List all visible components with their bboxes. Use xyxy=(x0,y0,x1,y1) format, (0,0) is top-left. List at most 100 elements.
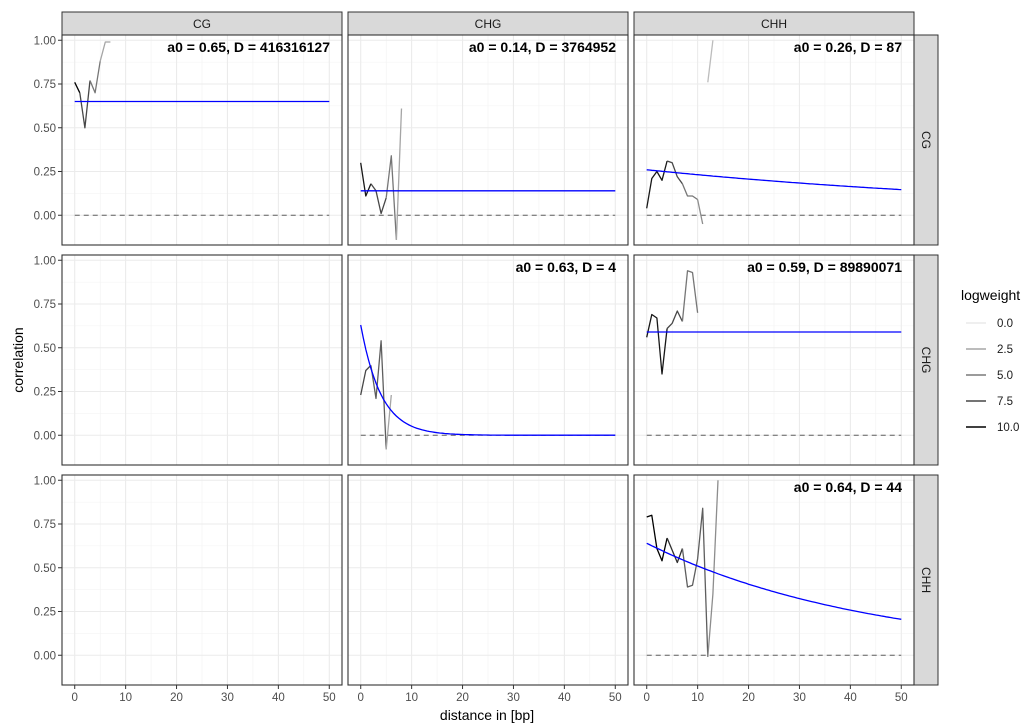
row-strip-cg xyxy=(913,34,939,246)
fit-curve xyxy=(360,324,616,436)
y-axis-title: correlation xyxy=(10,327,26,392)
panel-cg-chh: a0 = 0.26, D = 87 xyxy=(633,34,915,246)
panel-chg-chg: a0 = 0.63, D = 4 xyxy=(347,254,629,466)
panel-border xyxy=(61,34,343,246)
panel-chh-chh: a0 = 0.64, D = 44 xyxy=(633,474,915,686)
y-axis: 0.00 0.25 0.50 0.75 1.00 0.00 0.25 0.50 0.75 1.00… xyxy=(34,35,62,662)
y-tick-label: 0.50 xyxy=(34,343,56,355)
correlation-series-line xyxy=(707,40,714,83)
panel-border xyxy=(633,474,915,686)
x-tick-label: 30 xyxy=(793,692,806,704)
x-tick-label: 50 xyxy=(323,692,336,704)
correlation-series-line xyxy=(666,160,683,185)
panel-chg-chh: a0 = 0.59, D = 89890071 xyxy=(633,254,915,466)
panel-border xyxy=(633,254,915,466)
x-axis: 0 10 20 30 40 50 0 10 20 30 40 50 0 10 20 30 40 50 xyxy=(72,685,908,704)
row-strip-label: CHH xyxy=(919,567,933,593)
y-tick-label: 0.25 xyxy=(34,387,56,399)
panel-annotation: a0 = 0.26, D = 87 xyxy=(794,39,902,55)
correlation-series-line xyxy=(74,82,81,94)
correlation-series-line xyxy=(385,155,398,240)
correlation-series-line xyxy=(681,270,699,322)
row-strip-chh xyxy=(913,474,939,686)
legend-title: logweight xyxy=(961,287,1020,303)
legend-label: 2.5 xyxy=(997,344,1013,356)
x-tick-label: 20 xyxy=(742,692,755,704)
panel-border xyxy=(61,254,343,466)
y-tick-label: 0.50 xyxy=(34,123,56,135)
legend-label: 5.0 xyxy=(997,370,1013,382)
correlation-series-line xyxy=(395,108,403,240)
x-tick-label: 50 xyxy=(895,692,908,704)
correlation-series-line xyxy=(646,160,668,209)
correlation-series-line xyxy=(79,80,91,129)
x-tick-label: 20 xyxy=(456,692,469,704)
y-tick-label: 0.75 xyxy=(34,519,56,531)
panel-border xyxy=(347,474,629,686)
correlation-series-line xyxy=(370,183,387,215)
y-tick-label: 0.75 xyxy=(34,299,56,311)
y-tick-label: 0.50 xyxy=(34,563,56,575)
correlation-series-line xyxy=(646,313,668,375)
legend: logweight 0.0 2.5 5.0 7.5 10.0 xyxy=(961,287,1020,434)
x-tick-label: 40 xyxy=(558,692,571,704)
x-tick-label: 20 xyxy=(170,692,183,704)
column-strip-label: CHG xyxy=(475,17,502,31)
row-strip-label: CG xyxy=(919,131,933,149)
panel-annotation: a0 = 0.14, D = 3764952 xyxy=(469,39,616,55)
panel-border xyxy=(633,34,915,246)
facet-panels: CG CHG CHH CG CHG CHH a0 = 0.65, D = 416316127… xyxy=(61,11,939,686)
panel-cg-chg: a0 = 0.14, D = 3764952 xyxy=(347,34,629,246)
panel-annotation: a0 = 0.63, D = 4 xyxy=(516,259,617,275)
y-tick-label: 0.25 xyxy=(34,167,56,179)
y-tick-label: 0.00 xyxy=(34,210,56,222)
y-tick-label: 1.00 xyxy=(34,35,56,47)
x-tick-label: 10 xyxy=(119,692,132,704)
panel-border xyxy=(61,474,343,686)
x-tick-label: 40 xyxy=(844,692,857,704)
correlation-series-line xyxy=(360,162,372,197)
column-strip-label: CG xyxy=(193,17,211,31)
x-tick-label: 0 xyxy=(72,692,78,704)
correlation-series-line xyxy=(89,61,101,94)
x-tick-label: 0 xyxy=(358,692,364,704)
x-tick-label: 0 xyxy=(644,692,650,704)
panel-chh-cg xyxy=(61,474,343,686)
x-tick-label: 40 xyxy=(272,692,285,704)
panel-border xyxy=(347,34,629,246)
y-tick-label: 0.00 xyxy=(34,430,56,442)
correlation-series-line xyxy=(707,480,719,658)
legend-label: 7.5 xyxy=(997,396,1013,408)
correlation-series-line xyxy=(666,310,683,329)
column-strip-label: CHH xyxy=(761,17,787,31)
x-axis-title: distance in [bp] xyxy=(440,707,534,723)
legend-label: 0.0 xyxy=(997,318,1013,330)
x-tick-label: 50 xyxy=(609,692,622,704)
correlation-series-line xyxy=(681,507,709,658)
y-tick-label: 1.00 xyxy=(34,475,56,487)
row-strip-label: CHG xyxy=(919,347,933,374)
correlation-series-line xyxy=(360,364,372,396)
panel-annotation: a0 = 0.59, D = 89890071 xyxy=(747,259,902,275)
correlation-series-line xyxy=(681,183,698,201)
y-tick-label: 0.25 xyxy=(34,607,56,619)
y-tick-label: 1.00 xyxy=(34,255,56,267)
fit-curve xyxy=(646,169,902,191)
correlation-series-line xyxy=(696,199,704,225)
y-tick-label: 0.00 xyxy=(34,650,56,662)
panel-chh-chg xyxy=(347,474,629,686)
panel-cg-cg: a0 = 0.65, D = 416316127 xyxy=(61,34,343,246)
x-tick-label: 30 xyxy=(507,692,520,704)
panel-chg-cg xyxy=(61,254,343,466)
correlation-series-line xyxy=(385,394,392,450)
panel-annotation: a0 = 0.64, D = 44 xyxy=(794,479,902,495)
panel-border xyxy=(347,254,629,466)
panel-annotation: a0 = 0.65, D = 416316127 xyxy=(167,39,330,55)
correlation-series-line xyxy=(99,41,111,62)
y-tick-label: 0.75 xyxy=(34,79,56,91)
legend-label: 10.0 xyxy=(997,422,1019,434)
fit-curve xyxy=(646,542,902,620)
x-tick-label: 10 xyxy=(691,692,704,704)
correlation-series-line xyxy=(370,340,387,450)
x-tick-label: 10 xyxy=(405,692,418,704)
